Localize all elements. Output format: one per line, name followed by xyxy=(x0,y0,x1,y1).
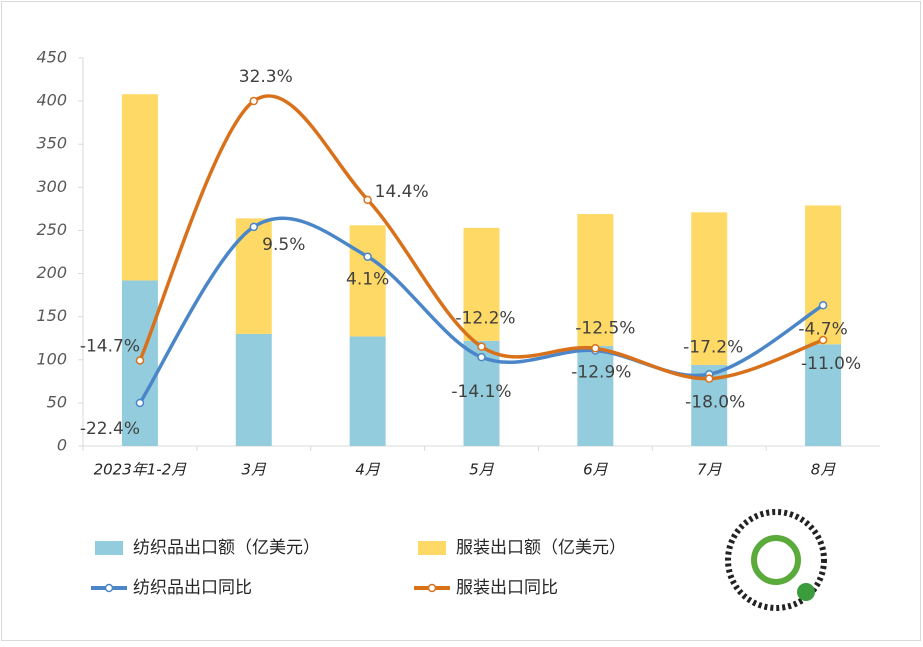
point xyxy=(591,344,600,353)
y-tick-label: 250 xyxy=(36,220,67,239)
y-tick-label: 50 xyxy=(47,392,67,411)
legend-label: 服装出口同比 xyxy=(456,578,558,598)
x-tick-label: 7月 xyxy=(697,461,723,479)
bar xyxy=(577,214,614,346)
legend-swatch xyxy=(95,541,123,555)
bar xyxy=(805,205,842,345)
y-tick-label: 100 xyxy=(36,349,67,368)
data-label: -12.2% xyxy=(455,309,515,329)
y-tick-label: 150 xyxy=(36,306,67,325)
point xyxy=(363,252,372,261)
line xyxy=(138,94,824,381)
x-tick-label: 8月 xyxy=(811,461,837,479)
qr-code xyxy=(725,509,827,611)
data-label: 9.5% xyxy=(262,235,305,255)
bar xyxy=(691,212,728,365)
data-label: -4.7% xyxy=(798,319,847,339)
legend-label: 纺织品出口同比 xyxy=(133,578,252,598)
data-label: -22.4% xyxy=(80,419,140,439)
point xyxy=(135,398,145,408)
data-label: -18.0% xyxy=(685,393,745,413)
bar xyxy=(805,344,842,446)
bar xyxy=(121,94,158,281)
legend-swatch xyxy=(427,583,437,593)
data-label: -11.0% xyxy=(801,354,861,374)
y-tick-label: 350 xyxy=(36,134,67,153)
data-label: -14.1% xyxy=(451,382,511,402)
point xyxy=(249,96,259,106)
bar xyxy=(463,227,500,341)
legend-swatch xyxy=(104,583,114,593)
y-tick-label: 300 xyxy=(36,177,67,196)
data-label: 14.4% xyxy=(375,182,429,202)
point xyxy=(135,356,145,365)
x-tick-label: 2023年1-2月 xyxy=(94,461,188,479)
bar xyxy=(235,333,272,446)
x-tick-label: 6月 xyxy=(583,461,609,479)
x-tick-label: 3月 xyxy=(242,461,268,479)
point xyxy=(818,301,828,310)
y-tick-label: 0 xyxy=(57,436,67,455)
data-label: -12.9% xyxy=(571,363,631,383)
data-label: -14.7% xyxy=(80,336,140,356)
data-label: 32.3% xyxy=(239,67,293,87)
y-tick-label: 200 xyxy=(36,263,67,282)
point xyxy=(477,342,486,351)
x-tick-label: 5月 xyxy=(469,461,495,479)
point xyxy=(477,352,486,362)
data-label: -12.5% xyxy=(575,318,635,338)
y-tick-label: 450 xyxy=(36,48,67,67)
point xyxy=(704,374,714,383)
legend-label: 纺织品出口额（亿美元） xyxy=(133,538,320,558)
point xyxy=(363,195,372,205)
bar xyxy=(577,345,614,446)
data-label: -17.2% xyxy=(683,337,743,357)
bar xyxy=(349,336,386,446)
legend-label: 服装出口额（亿美元） xyxy=(456,538,626,558)
data-label: 4.1% xyxy=(346,270,389,290)
point xyxy=(818,335,828,345)
point xyxy=(249,222,259,232)
x-tick-label: 4月 xyxy=(355,461,381,479)
bar xyxy=(349,225,386,337)
legend-swatch xyxy=(418,541,446,555)
y-tick-label: 400 xyxy=(36,91,67,110)
